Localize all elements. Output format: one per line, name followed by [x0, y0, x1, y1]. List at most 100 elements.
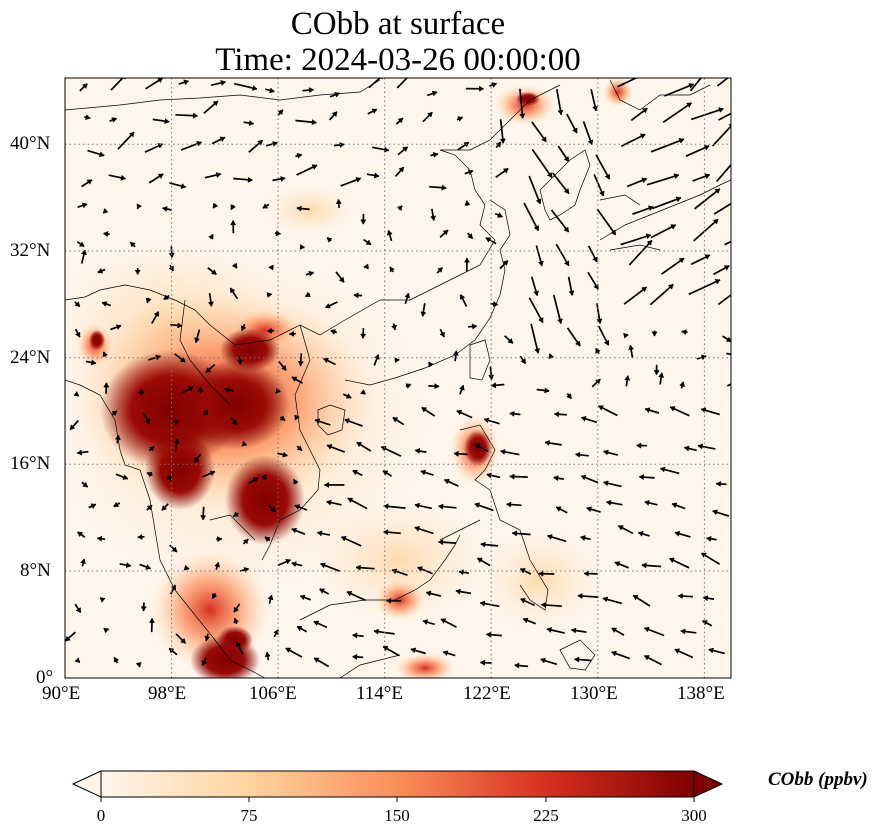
wind-arrow-head [247, 176, 253, 183]
wind-arrow-shaft [628, 239, 653, 266]
wind-arrow-head [674, 530, 681, 537]
wind-arrow-head [163, 294, 170, 300]
wind-arrow-head [74, 301, 81, 307]
wind-arrow-head [611, 627, 618, 634]
wind-arrow-head [257, 139, 263, 146]
wind-arrow-head [355, 564, 361, 571]
wind-arrow-head [233, 617, 240, 624]
wind-arrow-head [511, 530, 518, 537]
wind-arrow-head [606, 499, 612, 506]
wind-arrow-shaft [650, 224, 677, 239]
wind-arrow-head [509, 410, 515, 417]
wind-arrow-head [171, 546, 178, 553]
wind-arrow-head [355, 177, 362, 183]
wind-arrow-shaft [649, 283, 674, 306]
wind-arrow-head [533, 290, 539, 297]
wind-arrow-head [704, 173, 711, 180]
wind-arrow-head [353, 292, 359, 299]
wind-arrow-head [162, 206, 168, 212]
wind-arrow-head [262, 203, 269, 209]
wind-arrow-head [75, 607, 81, 614]
wind-arrow-head [383, 529, 389, 536]
map-title-line1: CObb at surface [290, 6, 506, 42]
wind-arrow-head [230, 287, 236, 294]
wind-arrow-head [638, 474, 645, 481]
wind-arrow-head [644, 407, 651, 414]
wind-arrow-head [396, 205, 403, 212]
wind-arrow-head [340, 535, 347, 542]
wind-arrow-head [643, 72, 648, 77]
wind-arrow-head [430, 215, 437, 221]
wind-arrow-head [140, 606, 147, 612]
wind-arrow-head [520, 358, 526, 365]
wind-arrow-head [603, 339, 610, 346]
wind-arrow-head [499, 138, 506, 144]
wind-arrow-head [210, 269, 217, 275]
colorbar-tick-label: 225 [533, 806, 559, 825]
wind-arrow-head [520, 598, 526, 604]
wind-arrow-head [266, 327, 273, 334]
wind-arrow-head [157, 173, 164, 180]
wind-arrow-head [90, 503, 97, 510]
wind-arrow-head [157, 143, 164, 149]
wind-arrow-head [440, 618, 447, 624]
wind-arrow-head [164, 118, 170, 125]
wind-arrow-shaft [690, 107, 724, 121]
wind-arrow-head [442, 650, 449, 657]
wind-arrow-head [592, 105, 598, 112]
wind-arrow-head [230, 220, 237, 226]
lon-tick-label: 138°E [677, 683, 725, 704]
wind-arrow-head [80, 249, 87, 256]
wind-arrow-head [360, 219, 367, 225]
wind-arrow-head [637, 530, 644, 537]
wind-arrow-head [323, 481, 329, 488]
wind-arrow-head [553, 475, 559, 482]
wind-arrow-head [438, 539, 444, 546]
wind-arrow-head [583, 570, 589, 577]
wind-arrow-head [280, 176, 286, 182]
wind-arrow-head [718, 107, 724, 114]
wind-arrow-head [544, 387, 550, 394]
wind-arrow-head [296, 205, 302, 212]
wind-arrow-head [397, 117, 404, 124]
wind-arrow-head [386, 597, 392, 604]
wind-arrow-shaft [623, 286, 648, 305]
wind-arrow-head [85, 114, 91, 121]
wind-arrow-head [373, 354, 380, 360]
wind-arrow-head [308, 87, 315, 94]
wind-arrow-shaft [689, 78, 703, 92]
wind-arrow-head [706, 535, 712, 542]
wind-arrow-head [297, 361, 304, 367]
wind-arrow-head [736, 67, 741, 72]
wind-arrow-head [540, 601, 547, 608]
wind-arrow-head [537, 260, 544, 267]
wind-arrow-head [678, 257, 685, 264]
wind-arrow-head [563, 260, 570, 267]
wind-arrow-head [485, 631, 492, 638]
wind-arrow-head [371, 108, 378, 115]
wind-arrow-head [557, 318, 563, 325]
colorbar-tick-label: 75 [240, 806, 258, 825]
wind-arrow-head [708, 647, 714, 654]
wind-arrow-head [628, 344, 635, 351]
wind-arrow-head [103, 382, 110, 388]
wind-arrow-head [673, 173, 680, 180]
wind-arrow-head [326, 444, 333, 450]
wind-arrow-head [313, 620, 320, 627]
wind-arrow-head [148, 617, 155, 623]
wind-arrow-shaft [711, 124, 731, 147]
wind-arrow-head [420, 469, 427, 476]
wind-arrow-head [414, 502, 420, 509]
wind-arrow-head [241, 440, 248, 447]
wind-arrow-head [270, 506, 276, 512]
wind-arrow-head [614, 561, 621, 567]
wind-arrow-head [212, 100, 219, 107]
wind-arrow-head [194, 457, 200, 463]
wind-arrow-head [339, 141, 345, 148]
wind-arrow-head [382, 470, 389, 476]
wind-arrow-head [201, 659, 208, 666]
wind-arrow-head [563, 226, 569, 233]
wind-arrow-head [398, 166, 405, 173]
wind-arrow-shaft [694, 188, 721, 210]
